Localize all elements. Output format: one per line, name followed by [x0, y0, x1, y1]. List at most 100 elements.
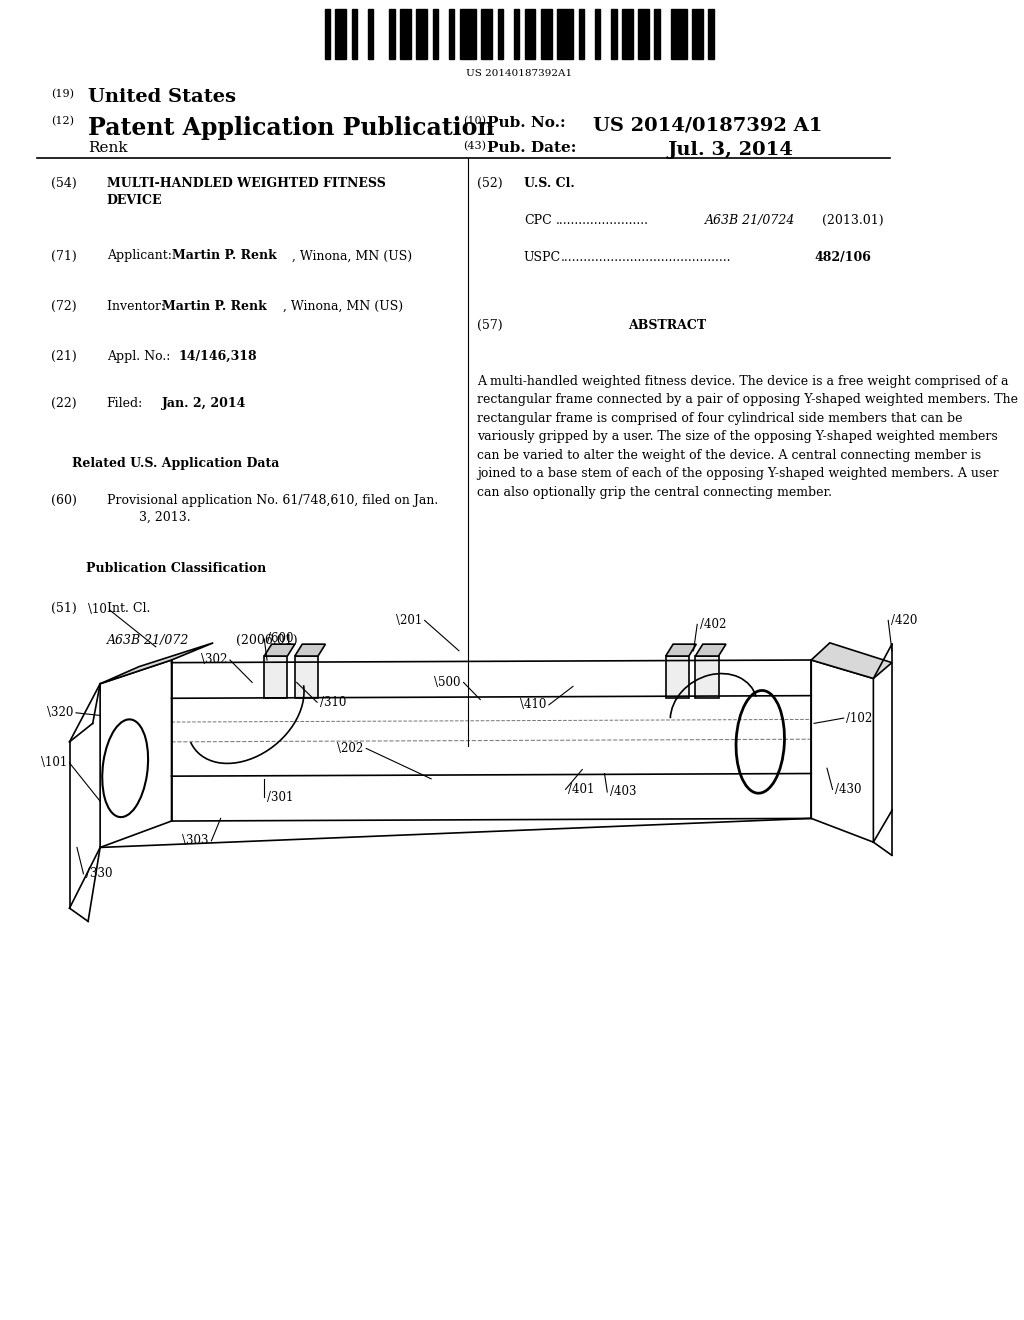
- Bar: [481, 9, 493, 59]
- Polygon shape: [264, 656, 288, 698]
- Text: (51): (51): [51, 602, 77, 615]
- Bar: [671, 9, 687, 59]
- Polygon shape: [695, 656, 719, 698]
- Bar: [351, 9, 357, 59]
- Text: (71): (71): [51, 249, 77, 263]
- Text: (54): (54): [51, 177, 77, 190]
- Polygon shape: [811, 643, 892, 678]
- Text: /102: /102: [847, 711, 872, 725]
- Text: (43): (43): [464, 141, 486, 152]
- Text: Renk: Renk: [88, 141, 128, 156]
- Text: U.S. Cl.: U.S. Cl.: [524, 177, 574, 190]
- Text: USPC: USPC: [524, 251, 561, 264]
- Text: Patent Application Publication: Patent Application Publication: [88, 116, 495, 140]
- Text: Filed:: Filed:: [106, 397, 143, 411]
- Bar: [654, 9, 659, 59]
- Bar: [514, 9, 519, 59]
- Text: (57): (57): [477, 319, 503, 333]
- Bar: [541, 9, 552, 59]
- Text: A63B 21/0724: A63B 21/0724: [705, 214, 795, 227]
- Bar: [579, 9, 584, 59]
- Text: /600: /600: [267, 632, 294, 645]
- Polygon shape: [295, 656, 318, 698]
- Text: US 20140187392A1: US 20140187392A1: [466, 69, 572, 78]
- Text: /420: /420: [891, 614, 918, 627]
- Bar: [524, 9, 536, 59]
- Bar: [325, 9, 330, 59]
- Text: \500: \500: [434, 676, 461, 689]
- Polygon shape: [695, 644, 726, 656]
- Text: (22): (22): [51, 397, 77, 411]
- Bar: [433, 9, 438, 59]
- Text: Jan. 2, 2014: Jan. 2, 2014: [162, 397, 247, 411]
- Bar: [638, 9, 649, 59]
- Text: (21): (21): [51, 350, 77, 363]
- Text: /330: /330: [86, 867, 113, 880]
- Bar: [417, 9, 427, 59]
- Bar: [400, 9, 411, 59]
- Text: Pub. Date:: Pub. Date:: [486, 141, 577, 156]
- Text: (19): (19): [51, 88, 74, 99]
- Text: /402: /402: [700, 618, 726, 631]
- Text: A multi-handled weighted fitness device. The device is a free weight comprised o: A multi-handled weighted fitness device.…: [477, 375, 1019, 499]
- Text: Provisional application No. 61/748,610, filed on Jan.
        3, 2013.: Provisional application No. 61/748,610, …: [106, 494, 438, 524]
- Text: (60): (60): [51, 494, 77, 507]
- Bar: [709, 9, 714, 59]
- Bar: [389, 9, 395, 59]
- Text: United States: United States: [88, 88, 237, 107]
- Text: Applicant:: Applicant:: [106, 249, 179, 263]
- Text: ............................................: ........................................…: [561, 251, 731, 264]
- Text: 14/146,318: 14/146,318: [178, 350, 257, 363]
- Text: \320: \320: [47, 706, 74, 719]
- Text: (12): (12): [51, 116, 74, 127]
- Text: A63B 21/072: A63B 21/072: [106, 634, 189, 647]
- Polygon shape: [666, 644, 696, 656]
- Text: ........................: ........................: [556, 214, 649, 227]
- Text: /310: /310: [319, 696, 346, 709]
- Text: Related U.S. Application Data: Related U.S. Application Data: [73, 457, 280, 470]
- Text: \410: \410: [520, 698, 546, 711]
- Text: /430: /430: [836, 783, 862, 796]
- Bar: [557, 9, 573, 59]
- Bar: [335, 9, 346, 59]
- Text: CPC: CPC: [524, 214, 552, 227]
- Text: Martin P. Renk: Martin P. Renk: [162, 300, 267, 313]
- Text: Publication Classification: Publication Classification: [86, 562, 266, 576]
- Text: ABSTRACT: ABSTRACT: [629, 319, 707, 333]
- Text: \201: \201: [395, 614, 422, 627]
- Text: Jul. 3, 2014: Jul. 3, 2014: [668, 141, 794, 160]
- Bar: [368, 9, 373, 59]
- Text: (52): (52): [477, 177, 503, 190]
- Text: (10): (10): [464, 116, 486, 127]
- Bar: [498, 9, 503, 59]
- Text: , Winona, MN (US): , Winona, MN (US): [292, 249, 413, 263]
- Bar: [595, 9, 600, 59]
- Text: \302: \302: [201, 653, 227, 667]
- Bar: [460, 9, 476, 59]
- Polygon shape: [264, 644, 295, 656]
- Text: , Winona, MN (US): , Winona, MN (US): [283, 300, 402, 313]
- Bar: [449, 9, 455, 59]
- Text: Martin P. Renk: Martin P. Renk: [172, 249, 276, 263]
- Text: \202: \202: [337, 742, 364, 755]
- Text: Pub. No.:: Pub. No.:: [486, 116, 565, 131]
- Text: \10: \10: [88, 603, 106, 616]
- Text: Int. Cl.: Int. Cl.: [106, 602, 150, 615]
- Bar: [692, 9, 703, 59]
- Bar: [622, 9, 633, 59]
- Text: (2013.01): (2013.01): [822, 214, 884, 227]
- Text: Appl. No.:: Appl. No.:: [106, 350, 178, 363]
- Bar: [611, 9, 616, 59]
- Text: (2006.01): (2006.01): [237, 634, 298, 647]
- Text: /301: /301: [267, 791, 294, 804]
- Text: (72): (72): [51, 300, 77, 313]
- Text: Inventor:: Inventor:: [106, 300, 173, 313]
- Text: \303: \303: [182, 834, 209, 847]
- Text: 482/106: 482/106: [815, 251, 871, 264]
- Text: \101: \101: [41, 756, 67, 770]
- Text: US 2014/0187392 A1: US 2014/0187392 A1: [593, 116, 823, 135]
- Text: /401: /401: [568, 783, 595, 796]
- Text: MULTI-HANDLED WEIGHTED FITNESS
DEVICE: MULTI-HANDLED WEIGHTED FITNESS DEVICE: [106, 177, 385, 207]
- Text: /403: /403: [610, 785, 637, 799]
- Polygon shape: [295, 644, 326, 656]
